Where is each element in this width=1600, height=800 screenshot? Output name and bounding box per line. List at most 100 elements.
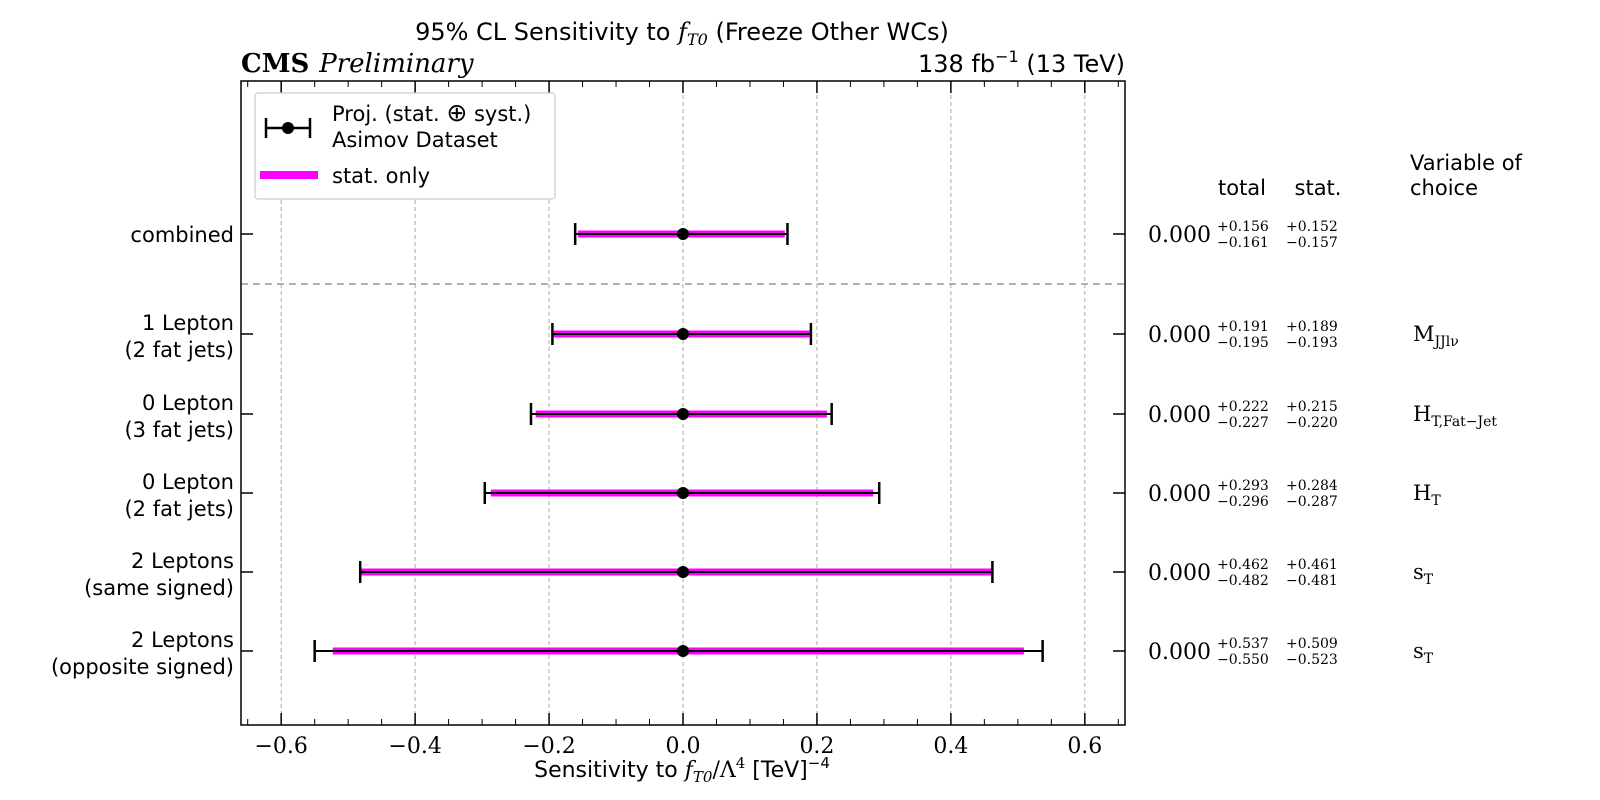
category-labels: combined 1 Lepton (2 fat jets) 0 Lepton (3 f… [51,223,234,679]
chart-title: 95% CL Sensitivity to fT0 (Freeze Other … [415,18,949,49]
legend-stat-label: stat. only [332,164,430,188]
category-label: (3 fat jets) [124,418,234,442]
value-table: 0.000 +0.156−0.161 +0.152−0.157 0.000 +0.191… [1148,219,1497,668]
stat-down-value: −0.193 [1286,335,1338,351]
total-up-value: +0.462 [1217,557,1269,573]
stat-down-value: −0.523 [1286,652,1338,668]
variable-of-choice: HT [1413,481,1441,509]
experiment-status: Preliminary [318,49,474,79]
total-up-value: +0.537 [1217,636,1269,652]
variable-subscript: T,Fat−Jet [1431,414,1497,430]
legend: Proj. (stat. ⊕ syst.) Asimov Dataset sta… [254,92,556,200]
central-point [677,487,689,499]
legend-total-point [282,122,294,134]
total-down-value: −0.161 [1217,235,1269,251]
total-down-value: −0.482 [1217,573,1269,589]
variable-main: s [1413,560,1424,584]
total-down-value: −0.227 [1217,415,1269,431]
total-up-value: +0.222 [1217,399,1269,415]
legend-box [254,92,556,200]
stat-up-value: +0.215 [1286,399,1338,415]
header-stat: stat. [1295,176,1342,200]
x-axis-label-sub: T0 [693,768,713,786]
stat-down-value: −0.481 [1286,573,1338,589]
chart-title-param-sub: T0 [687,30,708,49]
category-label: (2 fat jets) [124,497,234,521]
header-variable-line2: choice [1410,176,1478,200]
stat-up-value: +0.509 [1286,636,1338,652]
x-tick-label: −0.6 [254,734,307,759]
total-up-value: +0.191 [1217,319,1269,335]
stat-up-value: +0.284 [1286,478,1338,494]
x-axis-label: Sensitivity to fT0/Λ4 [TeV]−4 [534,754,830,786]
category-label: (opposite signed) [51,655,234,679]
header-total: total [1218,176,1266,200]
x-tick-label: 0.6 [1067,734,1102,759]
variable-subscript: JJlν [1433,334,1459,350]
stat-up-value: +0.189 [1286,319,1338,335]
x-tick-label: 0.4 [933,734,968,759]
variable-of-choice: MJJlν [1413,322,1459,350]
category-label: 2 Leptons [131,628,234,652]
experiment-name: CMS [241,49,309,79]
y-axis-ticks [241,233,1125,652]
total-up-value: +0.293 [1217,478,1269,494]
x-axis-label-lambda-exp: 4 [736,754,746,772]
lumi-suffix: (13 TeV) [1019,50,1125,78]
category-label: combined [130,223,234,247]
header-variable-line1: Variable of [1410,151,1523,175]
category-label: (same signed) [84,576,234,600]
x-tick-label: 0.2 [799,734,834,759]
variable-main: H [1413,481,1431,505]
variable-subscript: T [1424,572,1434,588]
variable-subscript: T [1431,493,1441,509]
stat-down-value: −0.220 [1286,415,1338,431]
variable-of-choice: sT [1413,560,1434,588]
legend-total-marker [264,118,312,138]
lumi-prefix: 138 fb [918,50,995,78]
central-value: 0.000 [1148,561,1211,586]
legend-total-label-line2: Asimov Dataset [332,128,498,152]
chart-title-suffix: (Freeze Other WCs) [708,18,949,46]
lumi-label: 138 fb−1 (13 TeV) [918,47,1125,78]
category-label: 2 Leptons [131,549,234,573]
x-axis-label-lambda: /Λ [712,758,736,783]
variable-subscript: T [1424,651,1434,667]
x-tick-label: 0.0 [666,734,701,759]
x-axis-label-prefix: Sensitivity to [534,758,685,783]
central-value: 0.000 [1148,323,1211,348]
category-label: 0 Lepton [142,391,234,415]
variable-main: s [1413,639,1424,663]
central-value: 0.000 [1148,403,1211,428]
category-label: 0 Lepton [142,470,234,494]
stat-down-value: −0.157 [1286,235,1338,251]
total-up-value: +0.156 [1217,219,1269,235]
x-tick-label: −0.2 [522,734,575,759]
category-label: 1 Lepton [142,311,234,335]
legend-oplus-symbol: ⊕ [446,98,467,127]
variable-main: M [1413,322,1435,346]
x-axis-label-unit-exp: −4 [808,754,830,772]
central-point [677,328,689,340]
stat-down-value: −0.287 [1286,494,1338,510]
legend-total-label: Proj. (stat. ⊕ syst.) [332,98,531,127]
central-point [677,566,689,578]
chart-title-prefix: 95% CL Sensitivity to [415,18,678,46]
total-down-value: −0.195 [1217,335,1269,351]
central-value: 0.000 [1148,482,1211,507]
legend-total-label-a: Proj. (stat. [332,102,446,126]
error-bars [313,223,1044,662]
central-point [677,645,689,657]
x-axis-label-unit: [TeV] [745,758,807,783]
category-label: (2 fat jets) [124,338,234,362]
variable-of-choice: HT,Fat−Jet [1413,402,1497,430]
x-axis-ticks: −0.6 −0.4 −0.2 0.0 0.2 0.4 0.6 [247,81,1119,759]
stat-up-value: +0.152 [1286,219,1338,235]
header-variable: Variable of choice [1410,151,1523,200]
central-value: 0.000 [1148,640,1211,665]
legend-total-label-b: syst.) [467,102,531,126]
lumi-exponent: −1 [995,47,1019,66]
stat-up-value: +0.461 [1286,557,1338,573]
central-value: 0.000 [1148,223,1211,248]
experiment-label: CMS Preliminary [241,49,474,79]
